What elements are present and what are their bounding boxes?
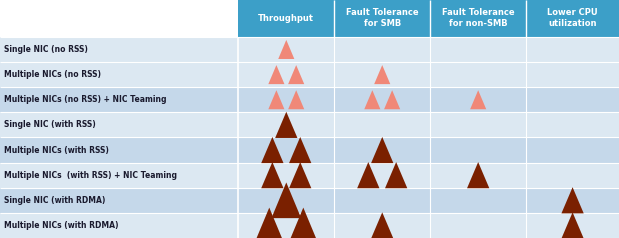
Polygon shape <box>288 90 305 109</box>
Polygon shape <box>269 90 285 109</box>
Polygon shape <box>288 208 318 238</box>
Bar <box>0 188 619 213</box>
Polygon shape <box>289 137 311 163</box>
Bar <box>430 0 526 37</box>
Text: Throughput: Throughput <box>258 14 314 23</box>
Bar <box>334 0 430 37</box>
Text: Single NIC (with RSS): Single NIC (with RSS) <box>4 120 95 129</box>
Text: Multiple NICs (no RSS): Multiple NICs (no RSS) <box>4 70 101 79</box>
Text: Lower CPU
utilization: Lower CPU utilization <box>547 8 598 29</box>
Polygon shape <box>374 65 391 84</box>
Polygon shape <box>384 90 400 109</box>
Bar <box>0 87 619 112</box>
Bar <box>238 0 334 37</box>
Bar <box>526 0 619 37</box>
Polygon shape <box>371 137 394 163</box>
Polygon shape <box>275 112 298 138</box>
Text: Multiple NICs  (with RSS) + NIC Teaming: Multiple NICs (with RSS) + NIC Teaming <box>4 171 176 180</box>
Text: Single NIC (with RDMA): Single NIC (with RDMA) <box>4 196 105 205</box>
Polygon shape <box>279 40 295 59</box>
Polygon shape <box>467 162 490 188</box>
Bar <box>0 213 619 238</box>
Polygon shape <box>561 187 584 213</box>
Polygon shape <box>261 162 284 188</box>
Text: Multiple NICs (with RSS): Multiple NICs (with RSS) <box>4 145 108 154</box>
Polygon shape <box>371 212 394 238</box>
Text: Fault Tolerance
for SMB: Fault Tolerance for SMB <box>346 8 418 29</box>
Bar <box>0 138 619 163</box>
Polygon shape <box>254 208 284 238</box>
Text: Multiple NICs (with RDMA): Multiple NICs (with RDMA) <box>4 221 118 230</box>
Bar <box>0 37 619 62</box>
Polygon shape <box>364 90 381 109</box>
Bar <box>0 112 619 138</box>
Text: Fault Tolerance
for non-SMB: Fault Tolerance for non-SMB <box>442 8 514 29</box>
Polygon shape <box>261 137 284 163</box>
Polygon shape <box>289 162 311 188</box>
Text: Single NIC (no RSS): Single NIC (no RSS) <box>4 45 88 54</box>
Polygon shape <box>272 183 301 218</box>
Polygon shape <box>288 65 305 84</box>
Polygon shape <box>357 162 379 188</box>
Bar <box>0 163 619 188</box>
Polygon shape <box>470 90 487 109</box>
Polygon shape <box>269 65 285 84</box>
Polygon shape <box>561 212 584 238</box>
Text: Multiple NICs (no RSS) + NIC Teaming: Multiple NICs (no RSS) + NIC Teaming <box>4 95 167 104</box>
Bar <box>0 62 619 87</box>
Polygon shape <box>385 162 407 188</box>
